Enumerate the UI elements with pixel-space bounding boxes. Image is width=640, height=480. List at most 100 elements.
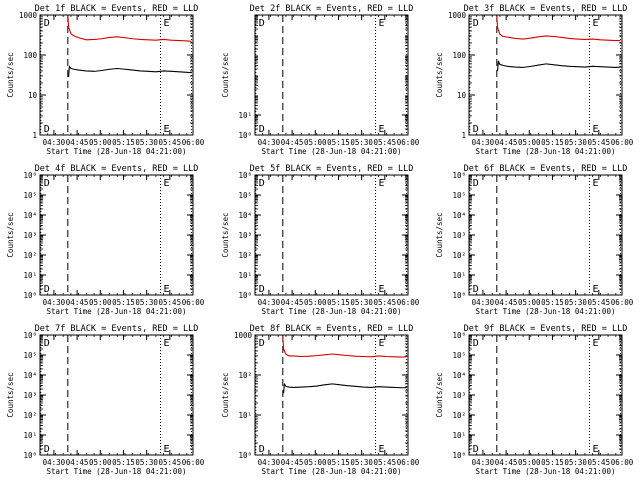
y-tick-label: 10²	[23, 251, 37, 260]
y-tick-label: 10⁶	[452, 331, 466, 340]
marker-label: E	[164, 284, 170, 295]
x-tick-label: 04:45	[66, 458, 89, 467]
y-tick-label: 10⁰	[238, 131, 252, 140]
x-tick-label: 04:45	[66, 298, 89, 307]
panel-6: Det 6f BLACK = Events, RED = LLD 10⁰ 10¹ 10…	[435, 164, 634, 316]
panel-title: Det 9f BLACK = Events, RED = LLD	[464, 324, 628, 334]
x-tick-label: 05:15	[112, 458, 135, 467]
marker-label: D	[44, 18, 50, 29]
marker-label: E	[164, 124, 170, 135]
x-tick-label: 04:45	[281, 458, 304, 467]
marker-label: D	[473, 444, 479, 455]
panel-2: Det 2f BLACK = Events, RED = LLD 10⁰ 10¹ Co…	[221, 4, 420, 156]
marker-label: D	[259, 338, 265, 349]
y-tick-label: 10²	[238, 371, 252, 380]
y-tick-label: 10⁵	[23, 191, 37, 200]
y-tick-label: 10¹	[238, 271, 252, 280]
y-tick-label: 10⁵	[452, 191, 466, 200]
y-tick-label: 10¹	[23, 271, 37, 280]
marker-label: D	[44, 124, 50, 135]
plot-frame	[468, 334, 623, 456]
y-tick-label: 10¹	[452, 271, 466, 280]
x-tick-label: 05:30	[135, 298, 158, 307]
y-tick-label: 1	[461, 131, 466, 140]
y-tick-label: 10⁵	[238, 191, 252, 200]
x-tick-label: 05:00	[518, 138, 541, 147]
plot-frame	[39, 174, 194, 296]
marker-label: D	[259, 284, 265, 295]
panel-title: Det 8f BLACK = Events, RED = LLD	[250, 324, 414, 334]
marker-label: E	[379, 124, 385, 135]
y-axis-label: Counts/sec	[435, 372, 444, 417]
y-tick-label: 10⁰	[452, 291, 466, 300]
y-tick-label: 10¹	[23, 431, 37, 440]
x-tick-label: 05:30	[135, 458, 158, 467]
x-tick-label: 06:00	[611, 298, 634, 307]
x-tick-label: 05:00	[304, 458, 327, 467]
y-tick-label: 10²	[452, 251, 466, 260]
y-axis-label: Counts/sec	[6, 212, 15, 257]
y-axis-label: Counts/sec	[221, 52, 230, 97]
panel-title: Det 7f BLACK = Events, RED = LLD	[35, 324, 199, 334]
marker-label: D	[44, 178, 50, 189]
x-tick-label: 05:00	[518, 298, 541, 307]
series-events-line	[283, 383, 407, 394]
x-tick-label: 05:00	[304, 298, 327, 307]
y-tick-label: 10³	[238, 231, 252, 240]
x-tick-label: 05:45	[588, 298, 611, 307]
marker-label: E	[593, 444, 599, 455]
y-tick-label: 10²	[238, 251, 252, 260]
plot-frame	[254, 334, 409, 456]
x-axis-label: Start Time (28-Jun-18 04:21:00)	[262, 307, 402, 316]
x-tick-label: 05:30	[350, 458, 373, 467]
marker-label: E	[593, 284, 599, 295]
y-tick-label: 10	[28, 91, 38, 100]
x-tick-label: 04:30	[258, 298, 281, 307]
y-tick-label: 10³	[23, 391, 37, 400]
y-tick-label: 10³	[23, 231, 37, 240]
y-tick-label: 10³	[452, 391, 466, 400]
y-tick-label: 10⁴	[238, 211, 252, 220]
y-tick-label: 10³	[452, 231, 466, 240]
x-tick-label: 04:30	[472, 298, 495, 307]
x-tick-label: 04:45	[495, 458, 518, 467]
marker-label: D	[259, 18, 265, 29]
x-tick-label: 04:45	[281, 138, 304, 147]
plot-frame	[254, 14, 409, 136]
x-tick-label: 05:00	[89, 298, 112, 307]
y-tick-label: 10⁴	[452, 371, 466, 380]
marker-label: E	[164, 444, 170, 455]
y-tick-label: 10⁵	[23, 351, 37, 360]
marker-label: E	[379, 18, 385, 29]
x-tick-label: 04:30	[43, 298, 66, 307]
y-axis-label: Counts/sec	[6, 52, 15, 97]
marker-label: E	[164, 178, 170, 189]
x-axis-label: Start Time (28-Jun-18 04:21:00)	[47, 307, 187, 316]
series-lld-line	[496, 15, 621, 42]
panel-title: Det 4f BLACK = Events, RED = LLD	[35, 164, 199, 174]
y-tick-label: 10⁴	[23, 211, 37, 220]
y-tick-label: 10¹	[452, 431, 466, 440]
y-axis-label: Counts/sec	[221, 372, 230, 417]
marker-label: D	[473, 338, 479, 349]
y-tick-label: 10²	[452, 411, 466, 420]
y-tick-label: 1000	[448, 11, 467, 20]
x-tick-label: 05:30	[564, 458, 587, 467]
x-tick-label: 05:45	[588, 458, 611, 467]
y-axis-label: Counts/sec	[435, 212, 444, 257]
x-axis-label: Start Time (28-Jun-18 04:21:00)	[47, 147, 187, 156]
x-tick-label: 04:30	[472, 138, 495, 147]
x-tick-label: 05:15	[327, 138, 350, 147]
panel-title: Det 3f BLACK = Events, RED = LLD	[464, 4, 628, 14]
plot-frame	[468, 14, 623, 136]
y-tick-label: 10⁴	[23, 371, 37, 380]
x-tick-label: 05:30	[564, 298, 587, 307]
marker-label: E	[593, 338, 599, 349]
marker-label: D	[473, 124, 479, 135]
panel-title: Det 2f BLACK = Events, RED = LLD	[250, 4, 414, 14]
y-axis-label: Counts/sec	[6, 372, 15, 417]
panel-3: Det 3f BLACK = Events, RED = LLD 1 10 100 10…	[435, 4, 634, 156]
x-axis-label: Start Time (28-Jun-18 04:21:00)	[47, 467, 187, 476]
panel-4: Det 4f BLACK = Events, RED = LLD 10⁰ 10¹ 10…	[6, 164, 205, 316]
x-tick-label: 04:30	[258, 138, 281, 147]
